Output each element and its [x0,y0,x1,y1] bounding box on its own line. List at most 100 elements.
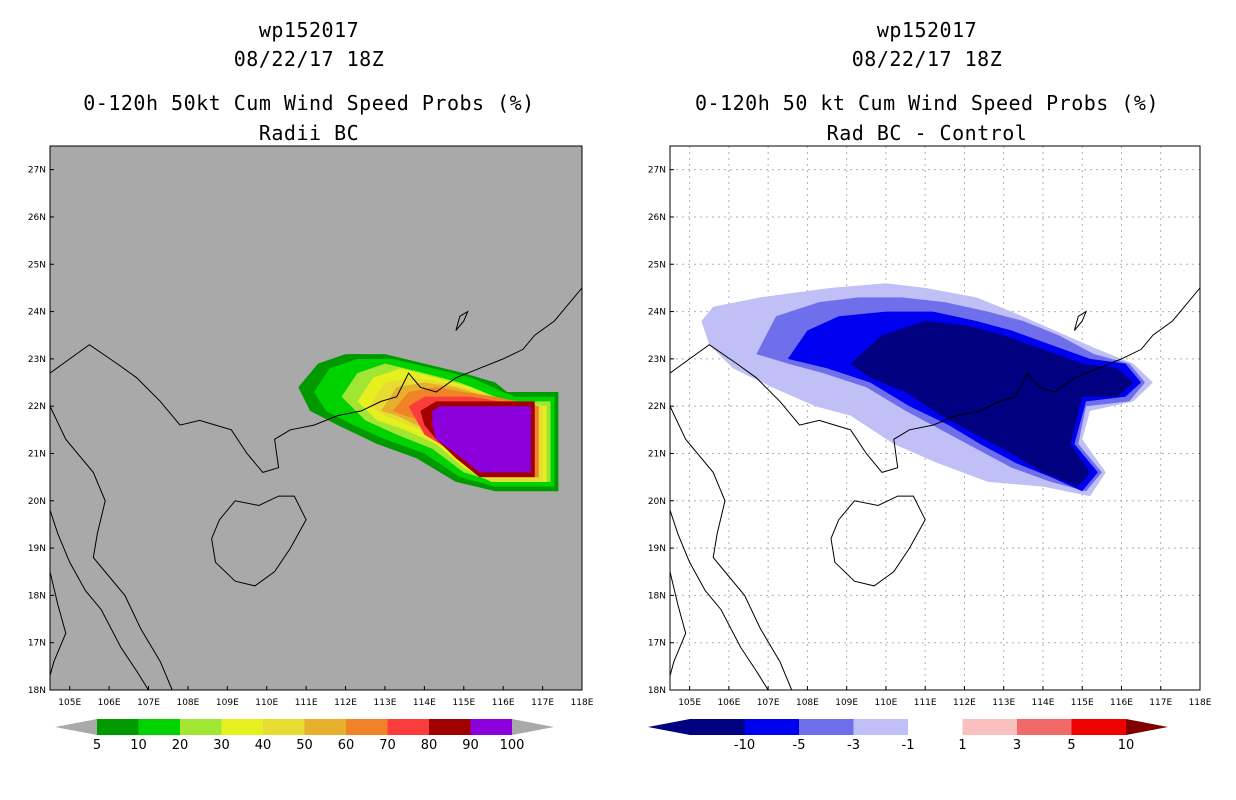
left-xtick-label-12: 117E [531,698,554,708]
left-map: 105E 106E 107E 108E 109E 110E 111E 112E 113E 114E… [28,145,594,753]
right-ytick-label-6: 22N [648,402,666,412]
right-coastline-hainan [830,495,926,587]
left-colorbar-label-6: 60 [338,738,355,753]
left-xtick-label-13: 118E [571,698,594,708]
left-ytick-label-7: 23N [28,355,46,365]
right-xtick-label-9: 114E [1032,698,1055,708]
right-border-vietnam [670,405,793,690]
left-xtick-label-1: 106E [98,698,121,708]
left-colorbar-segment-2 [180,719,222,735]
left-colorbar-segment-7 [387,719,429,735]
right-storm-id: wp152017 [876,18,978,42]
right-ytick-label-0: 18N [648,686,666,696]
left-colorbar-segment-8 [429,719,471,735]
left-xtick-label-11: 116E [492,698,515,708]
right-field-contour-3 [850,321,1134,487]
left-ytick-label-3: 19N [28,544,46,554]
right-colorbar-segment-3 [853,719,908,735]
left-colorbar-segment-4 [263,719,305,735]
right-ytick-label-9: 25N [648,260,666,270]
left-coastline-china [50,287,582,473]
right-coastlines [670,287,1200,690]
left-colorbar-label-8: 80 [421,738,438,753]
left-plot-area [50,287,582,690]
right-xtick-label-1: 106E [717,698,740,708]
right-xtick-label-8: 113E [992,698,1015,708]
right-colorbar-segment-5 [962,719,1017,735]
right-colorbar-segment-4 [908,719,963,735]
right-ytick-label-7: 23N [648,355,666,365]
right-colorbar-label-5: 3 [1013,738,1021,753]
left-ytick-label-5: 21N [28,449,46,459]
left-ytick-label-9: 25N [28,260,46,270]
left-xtick-label-10: 115E [452,698,475,708]
left-colorbar-label-5: 50 [296,738,313,753]
right-colorbar-segment-0 [690,719,745,735]
right-ytick-label-4: 20N [648,497,666,507]
right-colorbar-label-1: -5 [793,738,806,753]
right-xtick-label-3: 108E [796,698,819,708]
left-colorbar-label-9: 90 [462,738,479,753]
left-xtick-label-0: 105E [58,698,81,708]
left-plot-frame [49,145,583,691]
right-colorbar-label-0: -10 [734,738,755,753]
right-ytick-label-10: 26N [648,213,666,223]
left-xtick-label-3: 108E [176,698,199,708]
right-xtick-label-6: 111E [914,698,937,708]
left-xtick-label-4: 109E [216,698,239,708]
right-plot-frame [669,145,1201,691]
left-xtick-label-2: 107E [137,698,160,708]
right-xtick-label-0: 105E [678,698,701,708]
left-colorbar-end-high [512,719,554,735]
right-ytick-label-8: 24N [648,308,666,318]
left-coastlines [50,287,582,690]
left-colorbar-label-7: 70 [379,738,396,753]
left-storm-id: wp152017 [258,18,360,42]
left-colorbar-label-10: 100 [500,738,525,753]
right-colorbar-end-low [648,719,690,735]
left-xtick-label-8: 113E [374,698,397,708]
right-colorbar-label-7: 10 [1118,738,1135,753]
left-border-laos [50,510,149,690]
right-xtick-label-5: 110E [874,698,897,708]
left-xtick-label-5: 110E [255,698,278,708]
left-ytick-label-6: 22N [28,402,46,412]
right-ytick-label-5: 21N [648,449,666,459]
right-ytick-label-1: 17N [648,639,666,649]
left-colorbar-segment-1 [138,719,180,735]
left-colorbar-label-2: 20 [172,738,189,753]
right-subtitle: Rad BC - Control [826,121,1028,145]
left-colorbar-label-4: 40 [255,738,272,753]
left-ytick-label-10: 26N [28,213,46,223]
right-colorbar-label-3: -1 [902,738,915,753]
left-subtitle: Radii BC [258,121,360,145]
right-coastline-china [670,287,1200,473]
right-colorbar-label-4: 1 [958,738,966,753]
left-panel: wp152017 08/22/17 18Z 0-120h 50kt Cum Wi… [28,18,594,753]
right-colorbar-label-2: -3 [847,738,860,753]
right-ytick-label-2: 18N [648,591,666,601]
left-xtick-label-6: 111E [295,698,318,708]
left-ytick-label-2: 18N [28,591,46,601]
right-xtick-label-10: 115E [1071,698,1094,708]
right-plot-area [670,146,1200,690]
right-ytick-label-3: 19N [648,544,666,554]
left-field-contour-9 [432,406,531,473]
right-colorbar-segment-1 [744,719,799,735]
left-title: 0-120h 50kt Cum Wind Speed Probs (%) [83,91,535,115]
left-colorbar-label-3: 30 [213,738,230,753]
left-colorbar-segment-5 [304,719,346,735]
left-coastline-hainan [211,495,307,587]
left-colorbar-segment-6 [346,719,388,735]
left-ytick-label-8: 24N [28,308,46,318]
right-date: 08/22/17 18Z [851,47,1003,71]
left-colorbar-label-0: 5 [93,738,101,753]
right-ytick-label-11: 27N [648,166,666,176]
left-colorbar-end-low [55,719,97,735]
right-map: 105E 106E 107E 108E 109E 110E 111E 112E 113E 114E… [648,145,1212,753]
left-ytick-label-1: 17N [28,639,46,649]
left-xtick-label-7: 112E [334,698,357,708]
left-ytick-label-11: 27N [28,166,46,176]
right-colorbar-end-high [1126,719,1168,735]
right-xtick-label-2: 107E [757,698,780,708]
